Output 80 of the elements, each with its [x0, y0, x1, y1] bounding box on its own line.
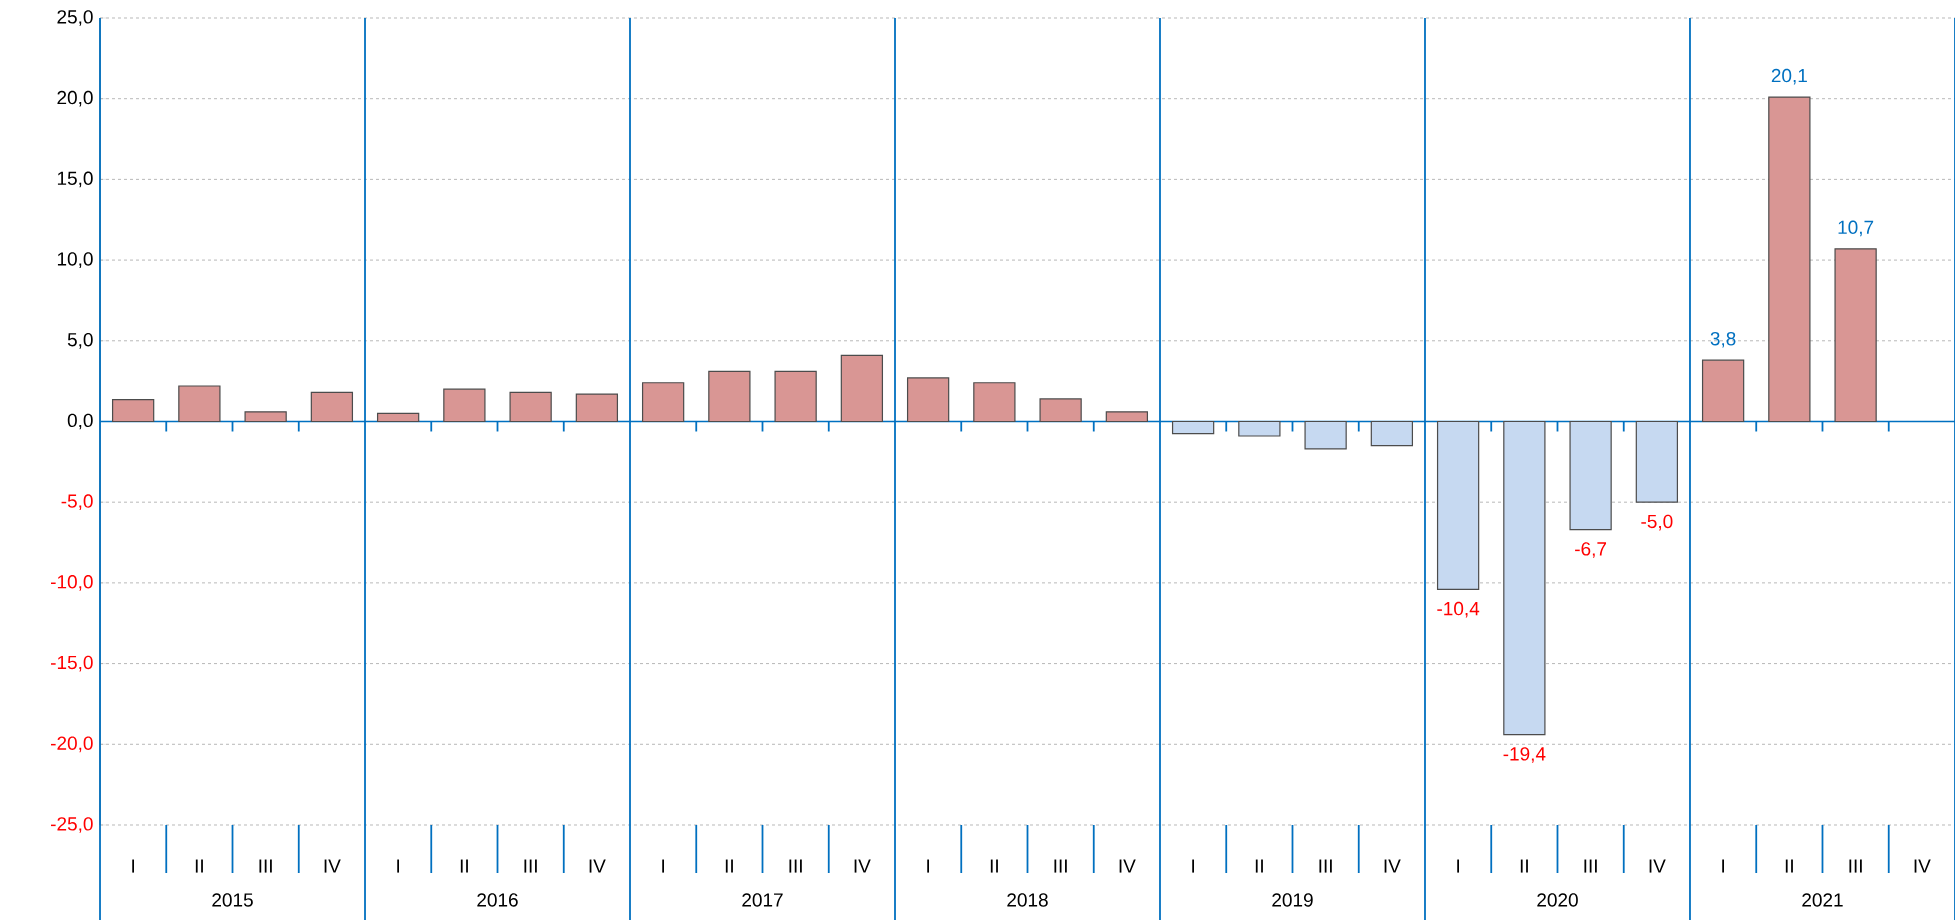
- bar: [1238, 420, 1281, 437]
- bar: [641, 382, 685, 423]
- data-label: -5,0: [1641, 514, 1673, 531]
- x-tick-label: II: [1785, 859, 1793, 873]
- bar: [178, 385, 221, 423]
- bar: [973, 382, 1016, 423]
- y-tick-label: 25,0: [57, 10, 93, 26]
- bar: [1635, 420, 1679, 503]
- x-tick-label: III: [259, 859, 272, 873]
- y-tick-label: -20,0: [51, 736, 93, 753]
- x-tick-label: II: [990, 859, 998, 873]
- data-label: 10,7: [1838, 220, 1874, 237]
- x-tick-label: IV: [1119, 859, 1136, 873]
- y-tick-label: 0,0: [67, 413, 93, 430]
- x-tick-label: I: [1722, 859, 1724, 873]
- y-tick-label: -15,0: [51, 655, 93, 672]
- y-tick-label: 15,0: [57, 171, 93, 188]
- x-tick-label: IV: [854, 859, 871, 873]
- x-tick-label: I: [1457, 859, 1459, 873]
- x-tick-label: II: [1255, 859, 1263, 873]
- x-tick-label: II: [1520, 859, 1528, 873]
- bar: [509, 391, 552, 423]
- bar: [443, 388, 486, 423]
- x-tick-label: III: [524, 859, 537, 873]
- bar: [1370, 420, 1414, 447]
- x-tick-label: IV: [1384, 859, 1401, 873]
- x-tick-label: II: [460, 859, 468, 873]
- bar: [708, 370, 751, 423]
- bar: [1569, 420, 1612, 531]
- x-tick-label: IV: [324, 859, 341, 873]
- text: 2016: [477, 893, 518, 907]
- y-tick-label: -10,0: [51, 575, 93, 591]
- x-tick-label: I: [662, 859, 665, 873]
- bar: [575, 393, 619, 423]
- text: 2019: [1272, 893, 1313, 907]
- bar: [1304, 420, 1347, 450]
- text: 2020: [1537, 893, 1578, 907]
- data-label: 20,1: [1771, 68, 1807, 85]
- text: 2021: [1802, 893, 1843, 907]
- bar: [1834, 248, 1877, 423]
- text: 2015: [212, 893, 253, 907]
- data-label: -6,7: [1575, 542, 1607, 558]
- bar: [244, 411, 287, 423]
- bar: [1436, 420, 1480, 590]
- y-tick-label: 5,0: [67, 332, 93, 349]
- x-tick-label: III: [1584, 859, 1597, 873]
- y-tick-label: -5,0: [61, 494, 93, 511]
- bar: [906, 377, 950, 423]
- data-label: -19,4: [1503, 747, 1546, 763]
- data-label: -10,4: [1437, 601, 1480, 618]
- x-tick-label: I: [132, 859, 135, 873]
- text: 2018: [1007, 893, 1048, 907]
- x-tick-label: II: [725, 859, 733, 873]
- x-tick-label: I: [397, 859, 400, 873]
- bar: [376, 412, 420, 423]
- bar: [774, 370, 817, 423]
- y-tick-label: 20,0: [57, 90, 93, 107]
- x-tick-label: I: [927, 859, 930, 873]
- x-tick-label: III: [1849, 859, 1862, 873]
- bar: [111, 399, 155, 423]
- bar: [1039, 398, 1082, 423]
- x-tick-label: III: [1054, 859, 1067, 873]
- bar: [1171, 420, 1215, 435]
- y-tick-label: 10,0: [57, 252, 93, 268]
- x-tick-label: IV: [1649, 859, 1666, 873]
- bar: [310, 391, 354, 423]
- x-tick-label: IV: [1914, 859, 1931, 873]
- bar: [1701, 359, 1745, 423]
- bar: [1503, 420, 1546, 736]
- x-tick-label: II: [195, 859, 203, 873]
- y-tick-label: -25,0: [51, 817, 93, 833]
- x-tick-label: IV: [589, 859, 606, 873]
- bar: [1105, 411, 1149, 423]
- x-tick-label: I: [1192, 859, 1195, 873]
- x-tick-label: III: [1319, 859, 1332, 873]
- text: 2017: [742, 893, 783, 907]
- bar: [840, 354, 884, 423]
- data-label: 3,8: [1710, 331, 1736, 348]
- bar: [1768, 96, 1811, 423]
- x-tick-label: III: [789, 859, 802, 873]
